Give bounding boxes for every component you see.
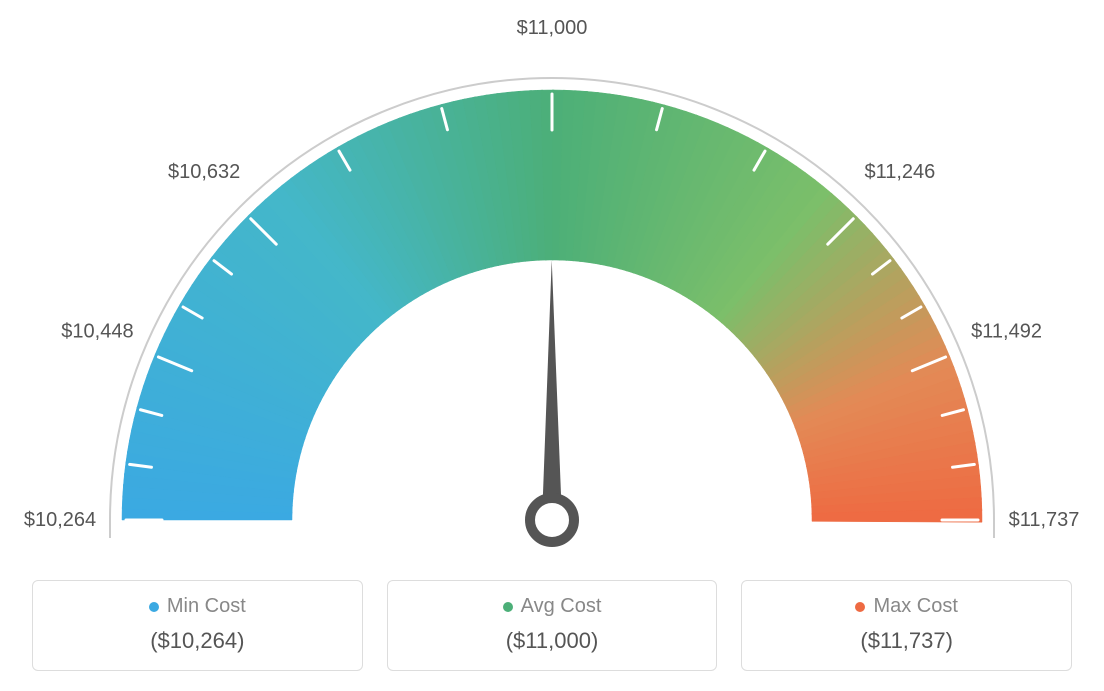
svg-text:$10,264: $10,264 xyxy=(24,509,96,531)
legend-value-avg: ($11,000) xyxy=(398,628,707,654)
gauge-svg: $10,264 $10,448 $10,632 $11,000 $11,246 $11,4… xyxy=(22,20,1082,560)
legend-value-min: ($10,264) xyxy=(43,628,352,654)
svg-text:$11,000: $11,000 xyxy=(517,20,588,39)
legend-card-avg: Avg Cost ($11,000) xyxy=(387,580,718,671)
cost-gauge: $10,264 $10,448 $10,632 $11,000 $11,246 $11,4… xyxy=(22,20,1082,560)
legend-card-min: Min Cost ($10,264) xyxy=(32,580,363,671)
legend-label-max: Max Cost xyxy=(873,595,957,618)
legend-row: Min Cost ($10,264) Avg Cost ($11,000) Ma… xyxy=(32,580,1072,671)
svg-text:$11,737: $11,737 xyxy=(1009,509,1080,531)
legend-label-avg: Avg Cost xyxy=(521,595,602,618)
legend-title-row: Min Cost xyxy=(43,595,352,618)
legend-title-row: Max Cost xyxy=(752,595,1061,618)
legend-label-min: Min Cost xyxy=(167,595,246,618)
legend-title-row: Avg Cost xyxy=(398,595,707,618)
svg-text:$11,246: $11,246 xyxy=(864,161,935,183)
legend-dot-avg xyxy=(503,602,513,612)
legend-value-max: ($11,737) xyxy=(752,628,1061,654)
legend-card-max: Max Cost ($11,737) xyxy=(741,580,1072,671)
svg-text:$11,492: $11,492 xyxy=(971,321,1042,343)
svg-text:$10,632: $10,632 xyxy=(168,161,240,183)
svg-text:$10,448: $10,448 xyxy=(61,321,133,343)
legend-dot-max xyxy=(855,602,865,612)
legend-dot-min xyxy=(149,602,159,612)
